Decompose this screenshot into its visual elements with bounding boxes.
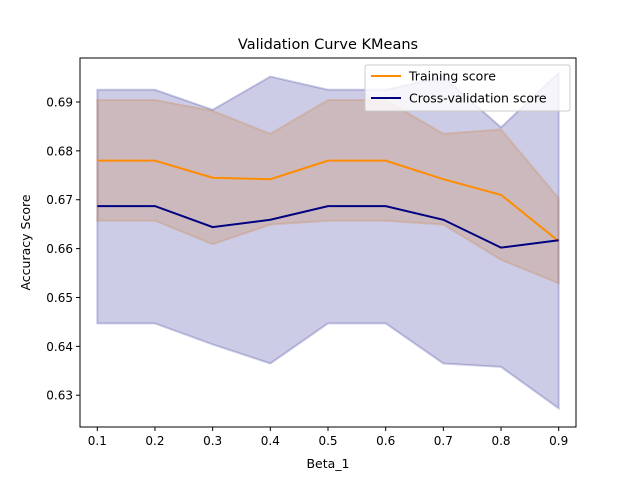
x-tick-label: 0.1 (88, 434, 107, 448)
x-tick-label: 0.4 (261, 434, 280, 448)
x-tick-label: 0.6 (376, 434, 395, 448)
x-tick-label: 0.3 (203, 434, 222, 448)
legend-label-training: Training score (408, 69, 496, 84)
y-tick-label: 0.66 (46, 242, 73, 256)
y-tick-label: 0.65 (46, 291, 73, 305)
x-tick-label: 0.8 (491, 434, 510, 448)
series-lines (97, 159, 560, 249)
legend-box (364, 64, 571, 112)
y-tick-label: 0.68 (46, 144, 73, 158)
x-axis-label: Beta_1 (306, 456, 349, 471)
x-tick-label: 0.9 (549, 434, 568, 448)
legend: Training score Cross-validation score (364, 64, 571, 112)
confidence-bands (96, 70, 560, 411)
line-training (97, 159, 560, 243)
y-tick-label: 0.67 (46, 193, 73, 207)
legend-label-cross-validation: Cross-validation score (409, 91, 547, 106)
y-tick-label: 0.69 (46, 95, 73, 109)
y-axis-label: Accuracy Score (18, 194, 33, 290)
line-cross-validation (97, 205, 559, 249)
band-training (96, 99, 560, 285)
band-cross-validation (96, 70, 560, 411)
y-tick-label: 0.64 (46, 340, 73, 354)
y-tick-label: 0.63 (46, 389, 73, 403)
x-tick-label: 0.5 (318, 434, 337, 448)
chart-title: Validation Curve KMeans (238, 37, 418, 53)
x-tick-label: 0.7 (434, 434, 453, 448)
x-axis-ticks: 0.1 0.2 0.3 0.4 0.5 0.6 0.7 0.8 0.9 (88, 427, 568, 448)
y-axis-ticks: 0.63 0.64 0.65 0.66 0.67 0.68 0.69 (46, 95, 80, 403)
x-tick-label: 0.2 (145, 434, 164, 448)
